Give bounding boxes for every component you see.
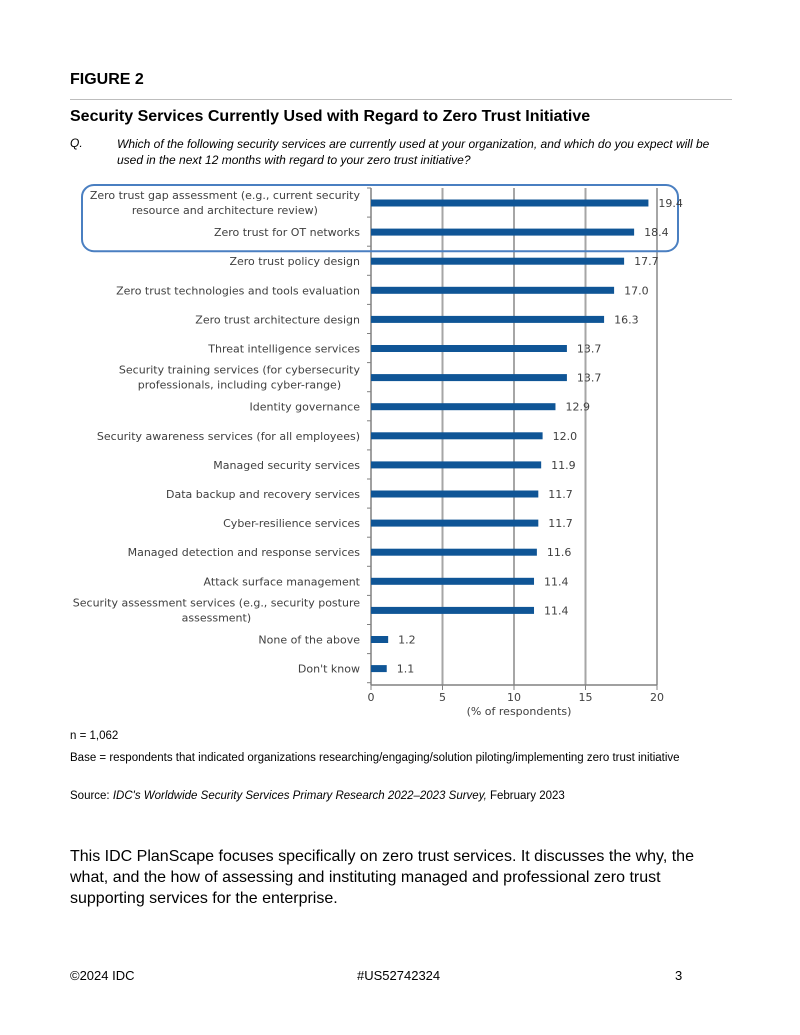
value-label: 12.9 — [565, 401, 590, 414]
value-label: 17.0 — [624, 284, 649, 297]
category-label: Security training services (for cybersec… — [119, 364, 361, 377]
category-label: Attack surface management — [204, 575, 361, 588]
category-label: Zero trust policy design — [229, 255, 360, 268]
footer-copyright: ©2024 IDC — [70, 968, 135, 983]
category-label: Managed security services — [213, 459, 360, 472]
bar — [371, 519, 539, 527]
bar — [371, 199, 649, 207]
figure-label: FIGURE 2 — [70, 71, 144, 88]
x-tick-label: 5 — [439, 691, 446, 704]
category-label: assessment) — [182, 611, 252, 624]
bar — [371, 315, 605, 323]
category-label: Don't know — [298, 663, 360, 676]
question-label: Q. — [70, 136, 83, 150]
category-label: resource and architecture review) — [132, 204, 318, 217]
value-label: 16.3 — [614, 313, 639, 326]
category-labels: Zero trust gap assessment (e.g., current… — [73, 189, 361, 676]
body-paragraph: This IDC PlanScape focuses specifically … — [70, 848, 694, 907]
category-label: Cyber-resilience services — [223, 517, 360, 530]
category-label: Zero trust architecture design — [195, 313, 360, 326]
x-tick-label: 15 — [579, 691, 593, 704]
x-axis-ticks: 0 5 10 15 20 — [368, 685, 664, 704]
value-label: 18.4 — [644, 226, 669, 239]
value-label: 13.7 — [577, 343, 602, 356]
source-title: IDC's Worldwide Security Services Primar… — [112, 790, 487, 802]
category-label: Security awareness services (for all emp… — [97, 430, 360, 443]
source-label: Source: — [70, 790, 113, 802]
bar — [371, 636, 389, 643]
bar — [371, 286, 615, 294]
value-label: 19.4 — [658, 197, 683, 210]
page-number: 3 — [675, 968, 683, 983]
x-axis-label: (% of respondents) — [467, 705, 572, 718]
x-tick-label: 20 — [650, 691, 664, 704]
category-label: None of the above — [258, 634, 360, 647]
category-label: professionals, including cyber-range) — [138, 379, 341, 392]
highlight-rect — [81, 184, 679, 253]
base-note: Base = respondents that indicated organi… — [70, 752, 680, 764]
x-tick-label: 0 — [368, 691, 375, 704]
x-tick-label: 10 — [507, 691, 521, 704]
bar-chart: Zero trust gap assessment (e.g., current… — [73, 184, 683, 718]
question-text: Which of the following security services… — [117, 137, 710, 167]
category-label: Security assessment services (e.g., secu… — [73, 596, 360, 609]
sample-size-note: n = 1,062 — [70, 730, 119, 742]
value-label: 11.7 — [548, 517, 573, 530]
figure-title: Security Services Currently Used with Re… — [70, 108, 591, 125]
value-label: 17.7 — [634, 255, 659, 268]
category-label: Managed detection and response services — [128, 546, 361, 559]
bar — [371, 665, 387, 673]
category-label: Zero trust gap assessment (e.g., current… — [90, 189, 361, 202]
bar — [371, 374, 567, 382]
value-label: 1.2 — [398, 634, 416, 647]
bar — [371, 403, 556, 411]
bars — [371, 199, 649, 673]
divider — [70, 99, 732, 100]
highlight-box — [81, 184, 679, 253]
footer-doc-number: #US52742324 — [357, 968, 441, 983]
value-label: 11.7 — [548, 488, 573, 501]
value-labels: 19.4 18.4 17.7 17.0 16.3 13.7 13.7 12.9 12.0 11.9… — [397, 197, 683, 676]
category-label: Zero trust for OT networks — [214, 226, 360, 239]
bar — [371, 461, 542, 469]
bar — [371, 345, 567, 352]
value-label: 11.6 — [547, 546, 572, 559]
bar — [371, 257, 625, 265]
bar — [371, 548, 537, 556]
bar — [371, 577, 535, 585]
category-label: Data backup and recovery services — [166, 488, 360, 501]
source-date: February 2023 — [486, 790, 565, 802]
category-label: Zero trust technologies and tools evalua… — [116, 284, 360, 297]
bar — [371, 432, 543, 440]
value-label: 11.4 — [544, 604, 569, 617]
value-label: 1.1 — [397, 663, 415, 676]
source-note: Source: IDC's Worldwide Security Service… — [70, 789, 565, 804]
value-label: 11.4 — [544, 575, 569, 588]
category-label: Identity governance — [250, 401, 361, 414]
value-label: 11.9 — [551, 459, 576, 472]
category-label: Threat intelligence services — [207, 343, 360, 356]
bar — [371, 606, 535, 614]
value-label: 12.0 — [553, 430, 578, 443]
bar — [371, 228, 635, 236]
bar — [371, 490, 539, 498]
value-label: 13.7 — [577, 372, 602, 385]
